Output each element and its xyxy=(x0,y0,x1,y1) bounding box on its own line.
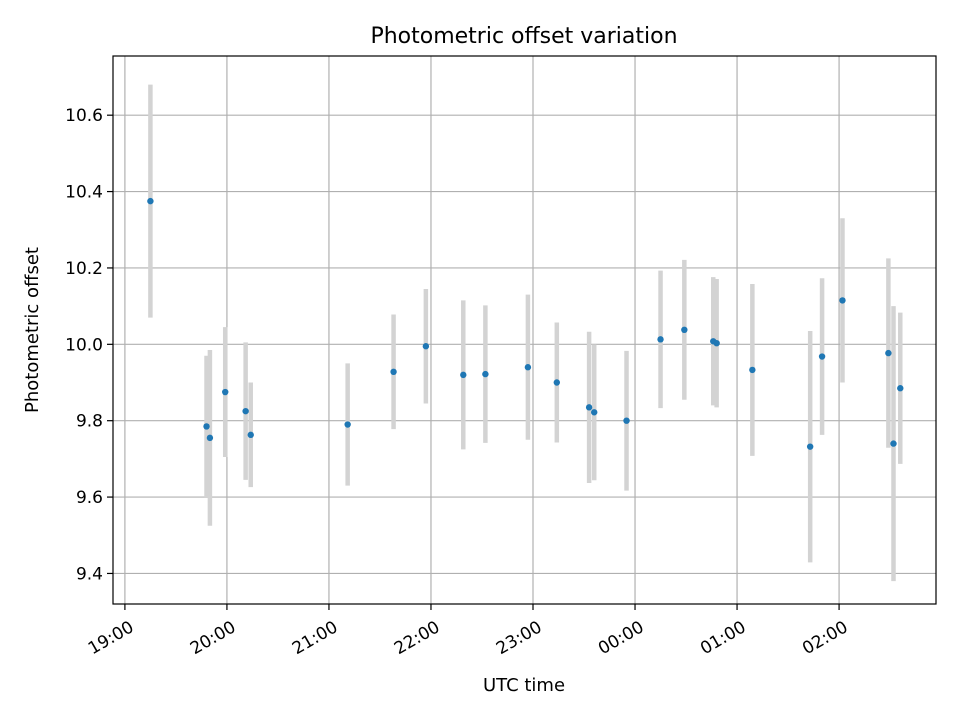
data-point xyxy=(585,404,593,411)
data-point xyxy=(222,388,229,396)
data-point xyxy=(681,326,688,334)
data-point xyxy=(203,423,210,430)
chart-title: Photometric offset variation xyxy=(370,24,677,49)
y-tick-label: 9.6 xyxy=(76,488,103,508)
data-point xyxy=(839,297,846,304)
y-tick-label: 9.8 xyxy=(76,412,103,432)
y-tick-label: 9.4 xyxy=(76,564,103,584)
data-point xyxy=(482,370,489,378)
data-point xyxy=(623,417,630,424)
data-point xyxy=(657,336,664,343)
data-point xyxy=(885,349,892,357)
y-axis-label: Photometric offset xyxy=(22,247,43,413)
data-point xyxy=(422,343,430,350)
data-point xyxy=(818,353,826,360)
data-point xyxy=(524,364,532,371)
data-point xyxy=(147,197,154,205)
y-tick-label: 10.6 xyxy=(65,106,103,126)
data-point xyxy=(806,443,814,450)
x-axis-label: UTC time xyxy=(483,675,565,696)
y-axis-ticks: 9.4 9.6 9.8 10.0 10.2 10.4 10.6 xyxy=(65,106,113,584)
data-point xyxy=(713,339,720,347)
data-point xyxy=(897,385,904,392)
data-point xyxy=(390,368,397,376)
data-point xyxy=(553,379,561,386)
y-tick-label: 10.2 xyxy=(65,259,103,279)
data-point xyxy=(591,409,598,416)
data-point xyxy=(247,431,254,439)
y-tick-label: 10.4 xyxy=(65,183,103,203)
data-point xyxy=(344,421,351,428)
plot-frame xyxy=(112,55,937,605)
data-points xyxy=(147,197,904,450)
data-point xyxy=(206,434,214,442)
data-point xyxy=(749,366,756,374)
y-tick-label: 10.0 xyxy=(65,335,103,355)
data-point xyxy=(890,440,897,447)
data-point xyxy=(242,407,249,415)
data-point xyxy=(460,371,467,379)
